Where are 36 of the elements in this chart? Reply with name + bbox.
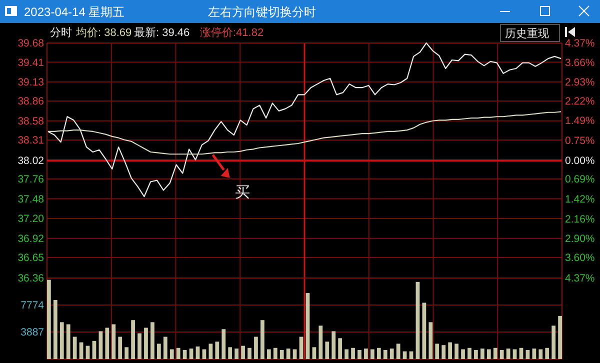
y-tick-label: 39.68 — [18, 38, 44, 50]
y-tick-label: 39.41 — [18, 56, 44, 69]
chart-title: 2023-04-14 星期五 — [24, 5, 125, 19]
y-tick-label: 38.02 — [18, 155, 44, 168]
y-tick-label: 38.86 — [18, 96, 44, 108]
annotation: 买 — [234, 184, 250, 201]
y-tick-label: 36.65 — [18, 252, 44, 264]
y-tick-label: 37.76 — [18, 174, 44, 186]
y-tick-label: 36.92 — [18, 233, 44, 246]
text: 均价: 38.69 — [75, 27, 132, 39]
y2-tick-label: 0.00% — [565, 155, 595, 168]
y2-tick-label: 4.37% — [565, 272, 595, 285]
y2-tick-label: 1.49% — [565, 115, 595, 128]
y2-tick-label: 2.22% — [565, 95, 595, 108]
y-tick-label: 39.13 — [18, 76, 44, 89]
y-tick-label: 7774 — [20, 300, 44, 312]
y2-tick-label: 0.69% — [565, 174, 595, 186]
y-tick-label: 38.58 — [18, 116, 44, 128]
y-tick-label: 38.31 — [18, 134, 44, 147]
y-tick-label: 3887 — [20, 326, 44, 339]
text: 涨停价:41.82 — [200, 27, 264, 39]
y2-tick-label: 2.93% — [565, 76, 595, 88]
y2-tick-label: 3.60% — [565, 252, 595, 264]
y2-tick-label: 2.16% — [565, 213, 595, 226]
y-tick-label: 37.48 — [18, 193, 44, 206]
text: 历史重现 — [505, 27, 549, 40]
y2-tick-label: 1.42% — [565, 193, 595, 206]
y2-tick-label: 3.66% — [565, 56, 595, 69]
y2-tick-label: 4.37% — [565, 38, 595, 50]
y-tick-label: 36.36 — [18, 272, 44, 285]
y-tick-label: 37.20 — [18, 213, 44, 226]
y2-tick-label: 2.90% — [565, 233, 595, 246]
text: 最新: 39.46 — [134, 26, 190, 39]
text: 分时 — [50, 26, 72, 39]
y2-tick-label: 0.75% — [565, 135, 595, 148]
chart-subtitle: 左右方向键切换分时 — [208, 5, 316, 19]
